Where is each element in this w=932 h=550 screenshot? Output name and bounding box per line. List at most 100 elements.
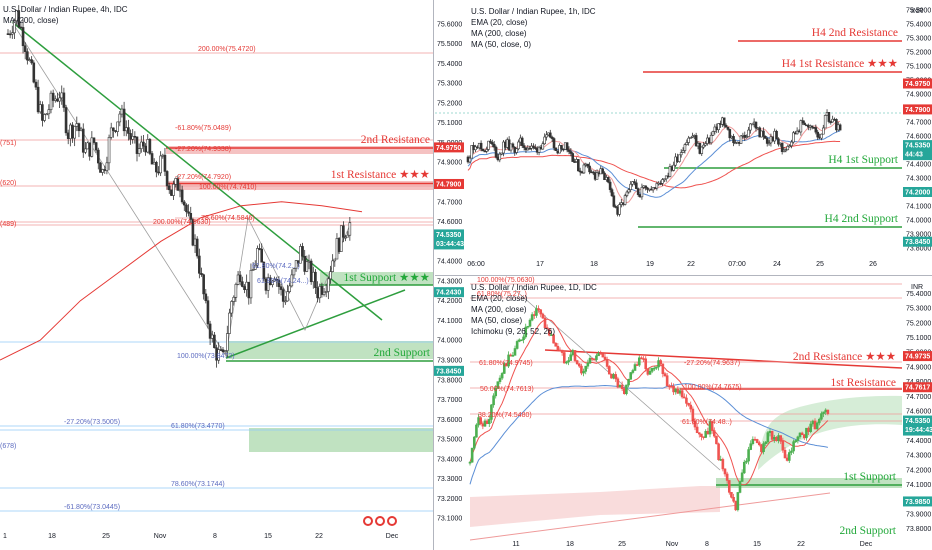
candle-body <box>84 148 87 153</box>
candle-body <box>314 271 317 288</box>
candle-body <box>47 109 51 115</box>
candle-body <box>747 129 750 137</box>
candle-body <box>816 131 819 138</box>
candle-body <box>92 137 96 143</box>
candle-body <box>749 443 753 450</box>
candle-body <box>704 143 707 146</box>
p1h-time-tick: 25 <box>816 261 824 268</box>
p4h-price-tick: 74.2000 <box>437 298 462 305</box>
candle-body <box>178 189 182 192</box>
candle-body <box>333 258 337 262</box>
candle-body <box>657 360 660 368</box>
p4h-price-tick: 73.8000 <box>437 377 462 384</box>
candle-body <box>590 357 594 360</box>
candle-body <box>56 98 59 102</box>
ma-200-line <box>0 201 363 361</box>
candle-body <box>770 431 774 440</box>
candle-body <box>322 291 326 295</box>
candle-body <box>64 107 68 134</box>
candle-body <box>682 396 686 399</box>
candle-body <box>541 143 545 150</box>
p1d-time-tick: 8 <box>705 541 709 548</box>
candle-body <box>470 447 474 463</box>
p4h-fib-label: 100.00%(73.8472) <box>177 353 235 360</box>
candle-body <box>528 319 532 327</box>
candle-body <box>331 260 334 272</box>
candle-body <box>206 300 210 325</box>
downtrend-line <box>11 21 383 321</box>
chart-1d-panel[interactable]: 100.00%(75.0630) 61.80%(75.27..) 61.80%(74… <box>468 277 932 548</box>
candle-body <box>811 420 815 425</box>
p1d-time-tick: 15 <box>753 541 761 548</box>
p1h-indicator-ma50: MA (50, close, 0) <box>471 40 531 49</box>
candle-body <box>498 377 502 382</box>
candle-body <box>129 133 132 140</box>
candle-body <box>750 123 754 126</box>
svg-text:74.9750: 74.9750 <box>436 145 461 152</box>
candle-body <box>99 162 102 173</box>
candle-body <box>719 459 723 461</box>
candle-body <box>146 139 150 153</box>
candle-body <box>342 225 345 238</box>
candle-body <box>219 349 223 351</box>
candle-body <box>112 127 115 131</box>
candle-body <box>644 358 648 370</box>
candle-body <box>210 334 214 339</box>
candle-body <box>578 170 582 173</box>
candle-body <box>739 135 743 144</box>
candle-body <box>817 418 821 424</box>
candle-body <box>144 145 147 153</box>
support-zone-3 <box>249 428 433 452</box>
candle-body <box>788 145 791 148</box>
candle-body <box>629 183 632 190</box>
candle-body <box>532 314 536 316</box>
candle-body <box>565 142 569 151</box>
candle-body <box>784 149 788 152</box>
candle-body <box>238 274 242 282</box>
candle-body <box>760 444 763 452</box>
candle-body <box>685 397 688 404</box>
candle-body <box>790 450 793 453</box>
candle-body <box>801 120 805 124</box>
p1h-price-tick: 75.1000 <box>906 64 931 71</box>
candle-body <box>691 135 694 138</box>
chart-4h-panel[interactable]: 200.00%(75.4720) -61.80%(75.0489) -27.20%(… <box>0 5 464 540</box>
candle-body <box>672 385 675 393</box>
candle-body <box>548 132 552 138</box>
p4h-time-tick: 15 <box>264 533 272 540</box>
candle-body <box>127 127 130 134</box>
d1-level-1st-support: 1st Support <box>843 471 897 483</box>
candle-body <box>258 248 261 250</box>
event-flags[interactable] <box>363 516 397 526</box>
candle-body <box>661 179 664 184</box>
candle-body <box>228 312 231 334</box>
candle-body <box>717 123 720 131</box>
p4h-price-badge: 74.5350 03:44:43 <box>434 229 464 250</box>
candle-body <box>571 350 575 356</box>
p1h-price-tick: 74.3000 <box>906 176 931 183</box>
p1h-price-tick: 75.2000 <box>906 50 931 57</box>
p4h-price-tick: 75.2000 <box>437 100 462 107</box>
p1d-price-tick: 74.6000 <box>906 409 931 416</box>
candle-body <box>795 130 799 135</box>
candle-body <box>736 492 740 511</box>
chart-1h-panel[interactable]: 75.500075.400075.300075.200075.100075.00… <box>435 7 932 268</box>
candle-body <box>764 441 768 444</box>
candle-body <box>674 388 678 393</box>
candle-body <box>118 113 122 123</box>
candle-body <box>140 141 143 149</box>
p4h-fib-label: -27.20%(74.7920) <box>175 174 231 181</box>
p1d-time-tick: 11 <box>512 541 519 548</box>
candle-body <box>722 117 726 126</box>
candle-body <box>554 147 558 152</box>
p4h-price-tick: 73.3000 <box>437 476 462 483</box>
p4h-price-tick: 73.6000 <box>437 417 462 424</box>
p1h-price-tick: 74.9000 <box>906 92 931 99</box>
candle-body <box>655 183 659 189</box>
candle-body <box>105 162 109 171</box>
candle-body <box>678 154 681 162</box>
candle-body <box>582 371 585 374</box>
svg-text:74.7900: 74.7900 <box>436 181 461 188</box>
candle-body <box>232 297 236 302</box>
candle-body <box>75 123 79 127</box>
